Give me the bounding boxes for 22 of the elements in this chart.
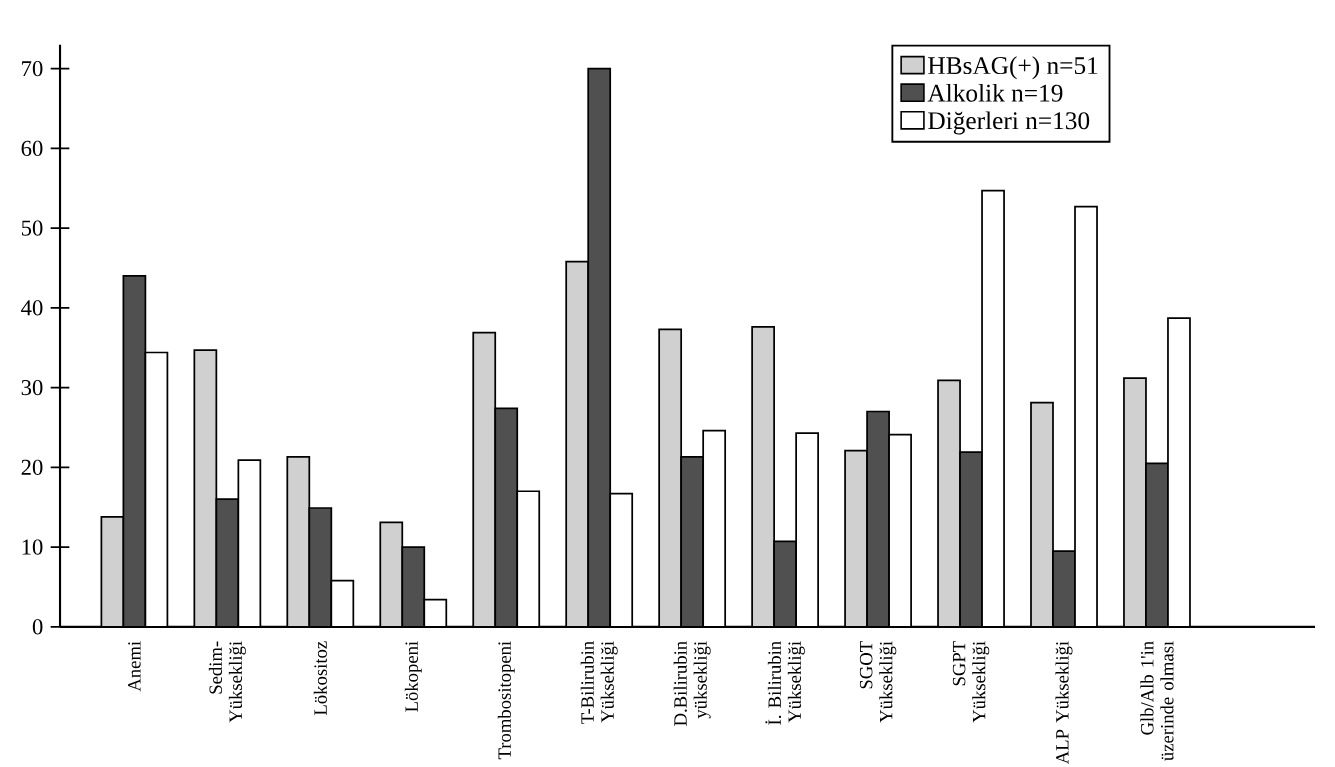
x-tick-label: Anemi	[128, 641, 141, 692]
y-tick-label: 20	[21, 459, 43, 476]
y-tick-label: 60	[21, 140, 43, 157]
x-tick-label: Sedim- Yüksekliği	[208, 641, 246, 723]
y-tick-label: 10	[22, 539, 43, 555]
x-tick-label: SGOT Yüksekliği	[859, 641, 897, 723]
legend-label: Diğerleri n=130	[928, 111, 1090, 135]
x-tick-label: D.Bilirubin yüksekliği	[673, 641, 711, 726]
x-tick-label: Lökositoz	[313, 641, 327, 716]
y-tick-label: 30	[21, 380, 43, 396]
y-tick-label: 70	[22, 61, 43, 77]
x-tick-label: Lökopeni	[404, 641, 422, 712]
x-tick-label: SGPT Yüksekliği	[952, 641, 990, 723]
x-tick-label: T-Bilirubin Yüksekliği	[580, 641, 618, 724]
legend-label: Alkolik n=19	[927, 83, 1063, 102]
legend-label: HBsAG(+) n=51	[928, 56, 1098, 80]
x-tick-label: Glb/Alb 1'in üzerinde olması	[1140, 641, 1174, 761]
x-tick-label: ALP Yüksekliği	[1055, 641, 1073, 765]
y-tick-label: 50	[21, 220, 43, 236]
x-tick-label: Trombositopeni	[497, 641, 515, 760]
y-tick-label: 0	[32, 619, 43, 635]
y-tick-label: 40	[21, 300, 43, 316]
